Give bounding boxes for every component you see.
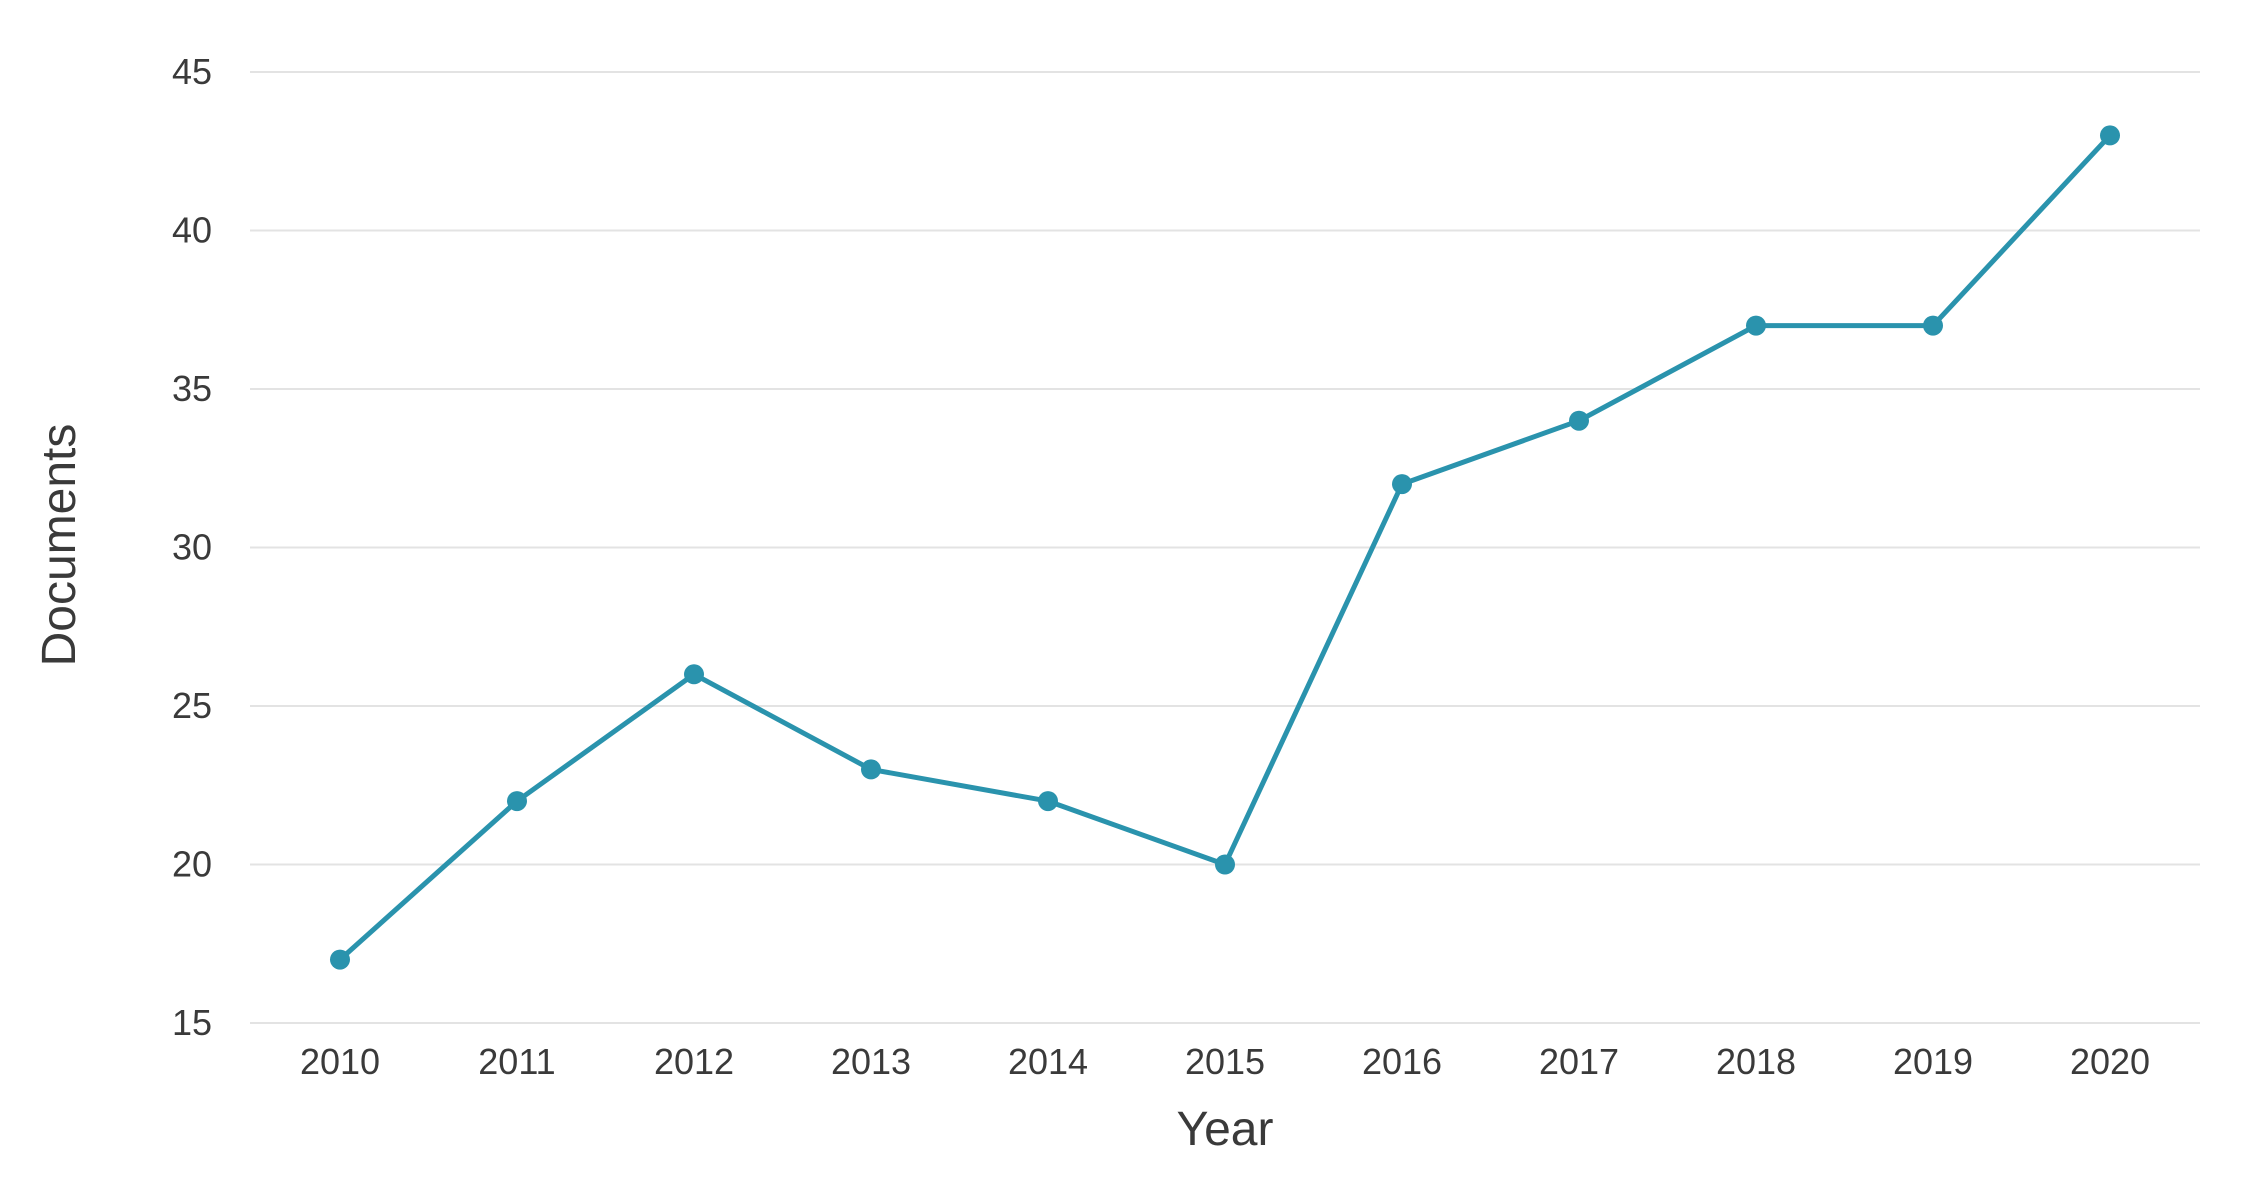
data-point-2013 xyxy=(861,759,881,780)
data-point-2011 xyxy=(507,791,527,812)
x-tick-label: 2018 xyxy=(1716,1041,1796,1082)
x-tick-label: 2010 xyxy=(300,1041,380,1082)
x-tick-label: 2019 xyxy=(1893,1041,1973,1082)
x-tick-label: 2013 xyxy=(831,1041,911,1082)
x-tick-label: 2016 xyxy=(1362,1041,1442,1082)
y-tick-label: 35 xyxy=(172,368,212,409)
x-axis-ticks: 2010 2011 2012 2013 2014 2015 2016 2017 2018 2019… xyxy=(300,1041,2150,1082)
data-point-2010 xyxy=(330,949,350,970)
data-series xyxy=(330,125,2120,970)
y-tick-label: 25 xyxy=(172,685,212,726)
y-tick-label: 45 xyxy=(172,51,212,92)
x-tick-label: 2011 xyxy=(478,1041,555,1082)
data-point-2016 xyxy=(1392,474,1412,495)
y-tick-label: 15 xyxy=(172,1002,212,1043)
y-tick-label: 30 xyxy=(172,527,212,568)
gridlines xyxy=(250,71,2200,1024)
y-tick-label: 40 xyxy=(172,210,212,251)
x-axis-title: Year xyxy=(1177,1103,1274,1156)
data-point-2020 xyxy=(2100,125,2120,146)
data-point-2015 xyxy=(1215,854,1235,875)
y-axis-ticks: 15 20 25 30 35 40 45 xyxy=(172,51,212,1043)
data-point-2014 xyxy=(1038,791,1058,812)
x-tick-label: 2020 xyxy=(2070,1041,2150,1082)
data-point-2012 xyxy=(684,664,704,685)
x-tick-label: 2015 xyxy=(1185,1041,1265,1082)
data-point-2017 xyxy=(1569,410,1589,431)
data-point-2019 xyxy=(1923,315,1943,336)
x-tick-label: 2014 xyxy=(1008,1041,1088,1082)
y-tick-label: 20 xyxy=(172,844,212,885)
x-tick-label: 2012 xyxy=(654,1041,734,1082)
x-tick-label: 2017 xyxy=(1539,1041,1619,1082)
y-axis-title: Documents xyxy=(33,424,86,667)
data-point-2018 xyxy=(1746,315,1766,336)
